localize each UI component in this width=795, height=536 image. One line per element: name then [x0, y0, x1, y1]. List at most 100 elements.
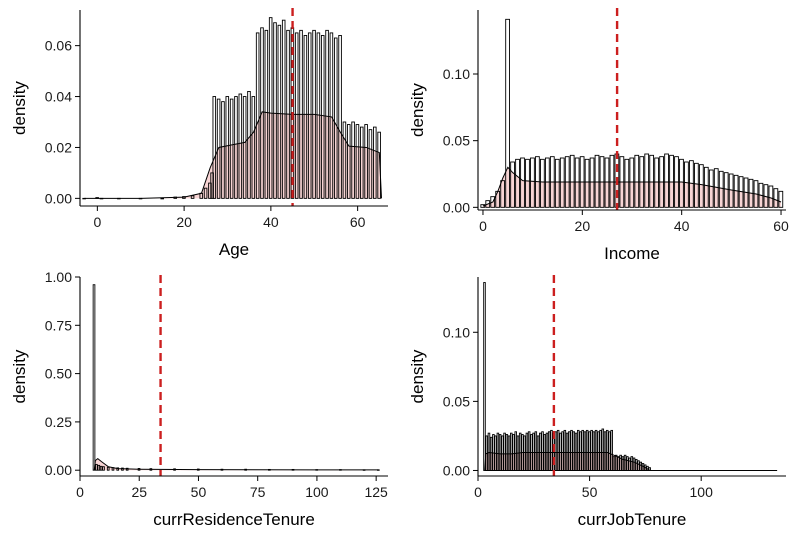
x-tick-label: 60: [350, 214, 366, 230]
y-tick-label: 0.05: [443, 393, 470, 409]
hist-bar: [268, 17, 273, 199]
chart-panel-bottom-left: 0 25 50 75 100 125 0.00 0.25 0.50 0.75 1.00 currRes…: [10, 269, 388, 529]
density-line: [84, 111, 382, 199]
hist-bar: [99, 465, 103, 471]
x-axis-title: currResidenceTenure: [153, 510, 315, 529]
hist-bar: [260, 27, 264, 199]
chart-panel-top-left: 0 20 40 60 0.00 0.02 0.04 0.06 Age density: [10, 8, 388, 259]
hist-bar: [510, 161, 515, 208]
hist-bar: [505, 18, 510, 208]
hist-bar: [634, 154, 640, 208]
x-tick-label: 75: [250, 484, 266, 500]
density-line: [484, 451, 778, 471]
y-axis-title: density: [408, 83, 427, 137]
hist-bar: [664, 153, 669, 208]
hist-bar: [500, 180, 506, 208]
hist-bar: [208, 182, 212, 199]
hist-bar: [669, 154, 674, 208]
hist-bar: [303, 35, 308, 199]
hist-bar: [102, 466, 105, 471]
hist-bar: [559, 157, 565, 208]
hist-bar: [654, 157, 659, 208]
hist-bar: [210, 172, 214, 199]
hist-bar: [480, 204, 486, 208]
hist-bar: [95, 463, 98, 471]
y-tick-label: 0.00: [45, 190, 72, 206]
hist-bar: [351, 121, 355, 199]
hist-bar: [97, 464, 101, 471]
hist-bar: [273, 22, 277, 199]
density-line: [93, 457, 379, 471]
hist-bar: [342, 121, 347, 199]
hist-bar: [229, 98, 234, 199]
chart-panel-bottom-right: 0 50 100 0.00 0.05 0.10 currJobTenure density: [408, 275, 786, 529]
hist-bar: [355, 124, 360, 199]
hist-bar: [708, 169, 714, 208]
y-tick-label: 0.00: [45, 462, 72, 478]
x-tick-label: 0: [76, 484, 84, 500]
hist-bar: [525, 158, 530, 208]
x-tick-label: 100: [690, 484, 714, 500]
hist-bar: [649, 154, 655, 208]
hist-bar: [629, 157, 635, 208]
x-tick-label: 25: [131, 484, 147, 500]
hist-bar: [373, 126, 377, 199]
hist-bar: [703, 166, 709, 208]
chart-panel-top-right: 0 20 40 60 0.00 0.05 0.10 Income density: [408, 8, 789, 263]
x-tick-label: 0: [474, 484, 482, 500]
x-tick-label: 125: [364, 484, 388, 500]
hist-bar: [569, 154, 575, 208]
hist-bar: [360, 126, 364, 199]
density-area: [482, 167, 782, 208]
hist-bar: [574, 157, 580, 208]
hist-bar: [264, 29, 269, 199]
hist-bar: [216, 98, 221, 199]
hist-bar: [92, 284, 96, 471]
hist-bar: [544, 157, 550, 208]
y-axis-title: density: [10, 349, 29, 403]
hist-bar: [778, 190, 784, 208]
density-line: [482, 166, 782, 207]
x-tick-label: 50: [582, 484, 598, 500]
hist-bar: [325, 29, 329, 199]
x-tick-label: 60: [773, 218, 789, 234]
y-tick-label: 0.05: [443, 133, 470, 149]
hist-bar: [212, 96, 217, 199]
hist-bar: [225, 96, 230, 199]
hist-bar: [684, 161, 689, 208]
hist-bar: [238, 93, 243, 199]
density-area: [94, 458, 379, 471]
x-axis-title: Age: [219, 240, 249, 259]
hist-bar: [277, 24, 282, 199]
hist-bar: [364, 124, 368, 199]
hist-bar: [520, 157, 525, 208]
hist-bar: [698, 164, 704, 208]
y-tick-label: 0.25: [45, 414, 72, 430]
hist-bar: [377, 131, 381, 199]
y-tick-label: 0.02: [45, 139, 72, 155]
hist-bar: [589, 157, 595, 208]
x-axis-title: currJobTenure: [578, 510, 687, 529]
hist-bar: [490, 196, 496, 208]
hist-bar: [221, 101, 225, 199]
x-tick-label: 0: [93, 214, 101, 230]
hist-bar: [281, 19, 286, 199]
y-axis-title: density: [408, 349, 427, 403]
x-axis-title: Income: [604, 244, 660, 263]
hist-bar: [255, 32, 260, 199]
y-tick-label: 1.00: [45, 269, 72, 285]
hist-bar: [644, 153, 650, 208]
hist-bar: [604, 157, 610, 208]
hist-bar: [242, 96, 247, 199]
hist-bar: [294, 32, 299, 199]
hist-bar: [485, 200, 491, 208]
hist-bar: [368, 129, 373, 199]
x-tick-label: 50: [191, 484, 207, 500]
hist-bar: [773, 188, 779, 208]
y-tick-label: 0.10: [443, 324, 470, 340]
hist-bar: [106, 466, 110, 471]
y-tick-label: 0.10: [443, 66, 470, 82]
x-tick-label: 40: [674, 218, 690, 234]
y-axis-title: density: [10, 81, 29, 135]
